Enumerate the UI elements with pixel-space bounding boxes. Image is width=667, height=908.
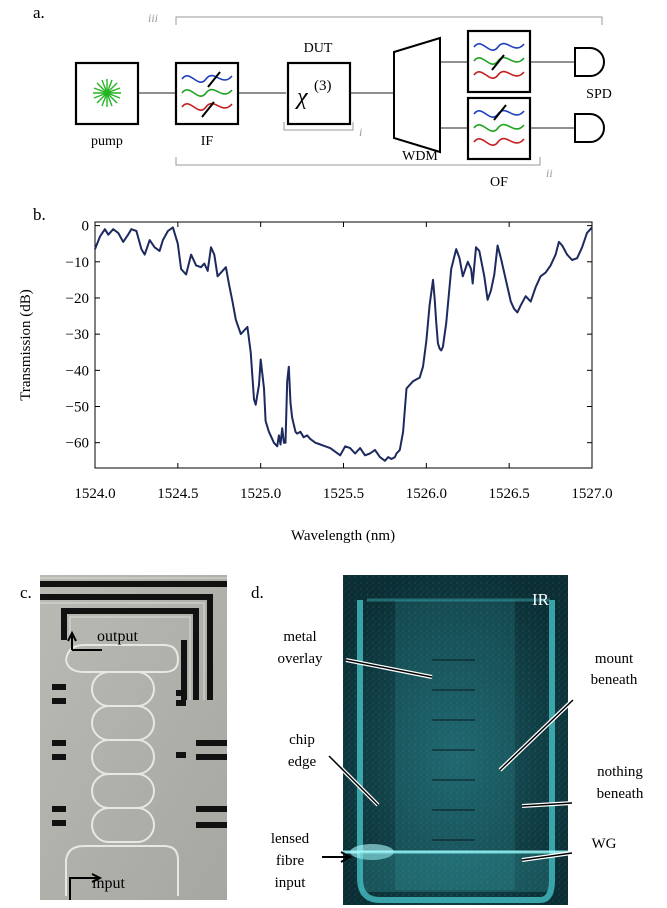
panel-b-label: b. — [33, 205, 46, 224]
spd-top-icon — [574, 47, 605, 77]
spd-detectors — [574, 47, 605, 143]
lensed-fibre-label-1: lensed — [271, 831, 310, 847]
output-arrow-icon — [67, 630, 102, 651]
lensed-fibre-label-3: input — [275, 875, 307, 891]
input-arrow-icon — [69, 873, 103, 900]
bracket-iii-label: iii — [148, 11, 158, 25]
contact-pads — [52, 684, 227, 828]
metal-overlay-label-2: overlay — [278, 651, 323, 667]
input-filter-block: IF — [174, 61, 240, 149]
metal-overlay-marks — [432, 659, 475, 841]
ir-badge: IR — [532, 590, 550, 609]
bracket-ii — [175, 157, 541, 166]
output-label: output — [97, 628, 138, 645]
optical-path — [138, 61, 574, 129]
transmission-series — [94, 226, 593, 462]
y-axis: 0 −10 −20 −30 −40 −50 −60 — [66, 219, 592, 452]
chi3-symbol: χ — [295, 84, 309, 110]
mount-beneath-label-2: beneath — [591, 672, 638, 688]
filter-curves-icon — [473, 104, 525, 146]
y-tick-label: −50 — [66, 400, 89, 416]
spd-bottom-icon — [574, 113, 605, 143]
panel-c-label: c. — [20, 583, 32, 602]
lensed-fibre-label-2: fibre — [276, 853, 305, 869]
x-tick-label: 1525.5 — [323, 486, 364, 502]
x-axis: 1524.0 1524.5 1525.0 1525.5 1526.0 1526.5 1527… — [74, 222, 613, 502]
chi3-exponent: (3) — [314, 78, 332, 94]
chip-edge-label-1: chip — [289, 732, 315, 748]
wdm-block: WDM — [393, 36, 441, 164]
panel-a: a. iii pum — [33, 3, 612, 190]
ring-chain — [91, 671, 155, 843]
y-tick-label: −60 — [66, 436, 89, 452]
chip-micrograph: output input — [40, 575, 227, 900]
x-tick-label: 1524.5 — [157, 486, 198, 502]
of-label: OF — [490, 175, 508, 190]
nothing-beneath-label-1: nothing — [597, 764, 643, 780]
pump-block: pump — [74, 61, 140, 149]
bracket-iii — [175, 16, 603, 25]
lensed-fibre-arrow-icon — [322, 851, 353, 863]
y-tick-label: −10 — [66, 255, 89, 271]
panel-d-label: d. — [251, 583, 264, 602]
filter-curves-icon — [473, 42, 525, 79]
bracket-i — [283, 122, 354, 131]
mount-region — [395, 600, 515, 890]
y-axis-label: Transmission (dB) — [18, 289, 34, 401]
y-tick-label: 0 — [82, 219, 90, 235]
x-tick-label: 1524.0 — [74, 486, 115, 502]
wg-label: WG — [592, 836, 617, 852]
nothing-beneath-label-2: beneath — [597, 786, 644, 802]
x-tick-label: 1526.0 — [406, 486, 447, 502]
dut-block: DUT χ (3) i — [283, 41, 362, 139]
metal-trace-edges — [40, 577, 227, 700]
panel-d: d. IR — [251, 575, 644, 905]
output-filter-top — [466, 29, 532, 94]
panel-a-label: a. — [33, 3, 45, 22]
panel-b: b. 0 −10 −20 −30 −40 −50 −60 1524.0 1524.5 1525.… — [18, 205, 613, 544]
pump-label: pump — [91, 134, 123, 149]
bracket-i-label: i — [359, 125, 362, 139]
waveguides — [65, 644, 180, 896]
metal-overlay-label-1: metal — [283, 629, 316, 645]
y-tick-label: −40 — [66, 363, 89, 379]
if-label: IF — [201, 134, 214, 149]
x-tick-label: 1525.0 — [240, 486, 281, 502]
x-axis-label: Wavelength (nm) — [291, 528, 395, 544]
chip-edge-label-2: edge — [288, 754, 317, 770]
panel-d-labels: metal overlay mount beneath chip edge no… — [271, 629, 644, 891]
panel-c: c. — [20, 575, 227, 900]
starburst-icon — [93, 79, 121, 107]
filter-curves-icon — [181, 71, 233, 118]
annotation-leaders — [322, 658, 575, 863]
x-tick-label: 1527.0 — [571, 486, 612, 502]
output-filter-bottom: OF — [466, 96, 532, 190]
y-tick-label: −20 — [66, 291, 89, 307]
mount-beneath-label-1: mount — [595, 651, 634, 667]
wdm-label: WDM — [402, 149, 438, 164]
plot-frame — [94, 221, 593, 469]
dut-title: DUT — [304, 41, 333, 56]
chip-outline — [357, 600, 555, 903]
x-tick-label: 1526.5 — [489, 486, 530, 502]
input-label: input — [92, 875, 125, 892]
bracket-ii-label: ii — [546, 166, 553, 180]
ir-image: IR — [343, 575, 568, 905]
y-tick-label: −30 — [66, 327, 89, 343]
spd-label: SPD — [586, 87, 612, 102]
